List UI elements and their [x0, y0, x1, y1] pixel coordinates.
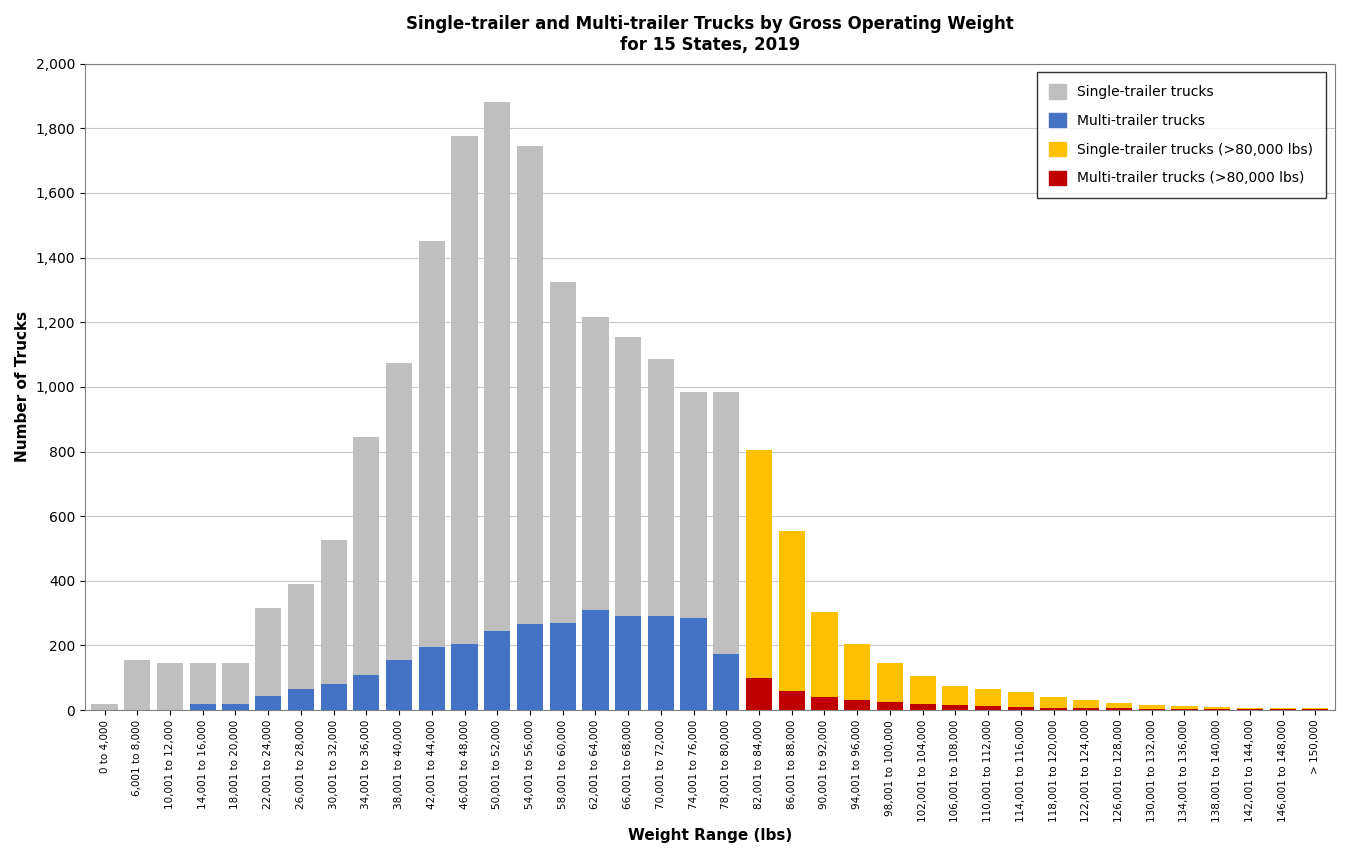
Bar	[485, 631, 510, 710]
Bar	[386, 363, 412, 710]
Title: Single-trailer and Multi-trailer Trucks by Gross Operating Weight
for 15 States,: Single-trailer and Multi-trailer Trucks …	[406, 15, 1014, 54]
Bar	[354, 437, 379, 710]
Bar	[288, 689, 315, 710]
Bar	[1172, 706, 1197, 710]
Bar	[320, 684, 347, 710]
Bar	[157, 663, 184, 710]
Bar	[1073, 700, 1099, 710]
Bar	[811, 697, 837, 710]
Bar	[942, 686, 968, 710]
Bar	[582, 610, 609, 710]
Bar	[844, 644, 871, 710]
Bar	[1269, 709, 1296, 710]
Bar	[1041, 698, 1067, 710]
Bar	[255, 696, 281, 710]
Bar	[747, 450, 772, 710]
Bar	[648, 616, 674, 710]
Bar	[680, 392, 706, 710]
Bar	[1106, 703, 1133, 710]
Bar	[124, 660, 150, 710]
Bar	[878, 702, 903, 710]
Bar	[582, 317, 609, 710]
Bar	[878, 663, 903, 710]
Bar	[354, 674, 379, 710]
Bar	[713, 654, 740, 710]
Bar	[288, 584, 315, 710]
Bar	[549, 281, 576, 710]
Bar	[616, 337, 641, 710]
Bar	[648, 360, 674, 710]
Bar	[942, 705, 968, 710]
Bar	[451, 136, 478, 710]
Bar	[975, 706, 1002, 710]
Bar	[713, 392, 740, 710]
Y-axis label: Number of Trucks: Number of Trucks	[15, 311, 30, 462]
Bar	[779, 691, 805, 710]
Bar	[223, 663, 248, 710]
Bar	[975, 689, 1002, 710]
Bar	[1041, 708, 1067, 710]
Bar	[844, 700, 871, 710]
Bar	[910, 704, 936, 710]
Bar	[223, 704, 248, 710]
Bar	[549, 623, 576, 710]
Bar	[910, 676, 936, 710]
Bar	[255, 608, 281, 710]
Bar	[418, 647, 446, 710]
Bar	[451, 644, 478, 710]
Bar	[1303, 709, 1328, 710]
Bar	[1172, 709, 1197, 710]
Bar	[517, 625, 543, 710]
Bar	[1106, 709, 1133, 710]
Bar	[485, 102, 510, 710]
Bar	[1204, 709, 1230, 710]
Bar	[1007, 692, 1034, 710]
Bar	[811, 612, 837, 710]
Bar	[189, 704, 216, 710]
Bar	[386, 660, 412, 710]
X-axis label: Weight Range (lbs): Weight Range (lbs)	[628, 828, 792, 843]
Bar	[1073, 708, 1099, 710]
Bar	[320, 541, 347, 710]
Bar	[1138, 705, 1165, 710]
Bar	[1138, 709, 1165, 710]
Bar	[1237, 708, 1264, 710]
Bar	[779, 531, 805, 710]
Bar	[680, 618, 706, 710]
Bar	[1007, 707, 1034, 710]
Bar	[747, 678, 772, 710]
Legend: Single-trailer trucks, Multi-trailer trucks, Single-trailer trucks (>80,000 lbs): Single-trailer trucks, Multi-trailer tru…	[1037, 72, 1326, 198]
Bar	[418, 241, 446, 710]
Bar	[616, 616, 641, 710]
Bar	[92, 704, 117, 710]
Bar	[1204, 707, 1230, 710]
Bar	[517, 146, 543, 710]
Bar	[189, 663, 216, 710]
